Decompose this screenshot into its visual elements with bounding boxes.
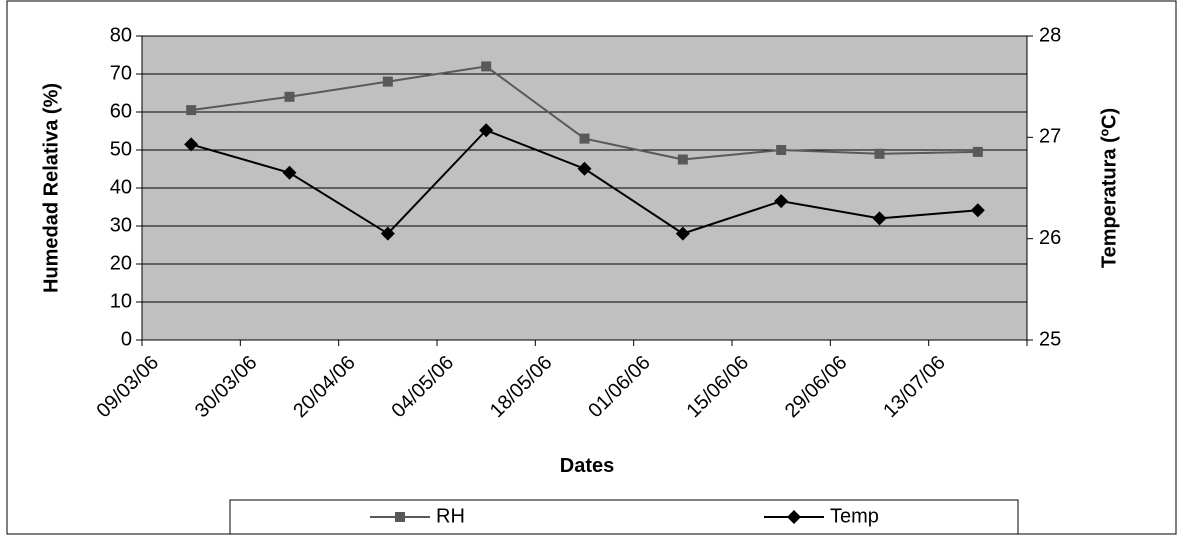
y2-tick-label: 28 bbox=[1039, 24, 1061, 46]
y2-tick-label: 25 bbox=[1039, 328, 1061, 350]
legend-label: RH bbox=[436, 505, 465, 527]
point bbox=[382, 76, 393, 87]
y-tick-label: 40 bbox=[110, 176, 132, 198]
point bbox=[577, 161, 592, 176]
point bbox=[675, 226, 690, 241]
y2-axis-title: Temperatura (ºC) bbox=[1098, 108, 1120, 268]
legend-marker bbox=[395, 512, 405, 522]
point bbox=[282, 165, 297, 180]
point bbox=[677, 154, 688, 165]
point bbox=[380, 226, 395, 241]
y-axis-title: Humedad Relativa (%) bbox=[40, 83, 62, 293]
point bbox=[774, 194, 789, 209]
legend-label: Temp bbox=[830, 505, 879, 527]
point bbox=[874, 148, 885, 159]
y-tick-label: 70 bbox=[110, 62, 132, 84]
point bbox=[970, 203, 985, 218]
y-tick-label: 50 bbox=[110, 138, 132, 160]
y-tick-label: 20 bbox=[110, 252, 132, 274]
legend-box bbox=[229, 499, 1019, 535]
point bbox=[481, 61, 492, 72]
y2-tick-label: 26 bbox=[1039, 227, 1061, 249]
point bbox=[579, 133, 590, 144]
point bbox=[776, 145, 787, 155]
y2-tick-label: 27 bbox=[1039, 126, 1061, 148]
point bbox=[284, 91, 295, 102]
x-axis-title: Dates bbox=[560, 455, 614, 477]
y-tick-label: 0 bbox=[121, 328, 132, 350]
y-tick-label: 80 bbox=[110, 24, 132, 46]
y-tick-label: 30 bbox=[110, 214, 132, 236]
point bbox=[186, 105, 197, 116]
point bbox=[479, 123, 494, 138]
point bbox=[872, 211, 887, 226]
y-tick-label: 10 bbox=[110, 290, 132, 312]
point bbox=[972, 146, 983, 157]
y-tick-label: 60 bbox=[110, 100, 132, 122]
legend-marker bbox=[787, 510, 801, 524]
point bbox=[184, 137, 199, 152]
